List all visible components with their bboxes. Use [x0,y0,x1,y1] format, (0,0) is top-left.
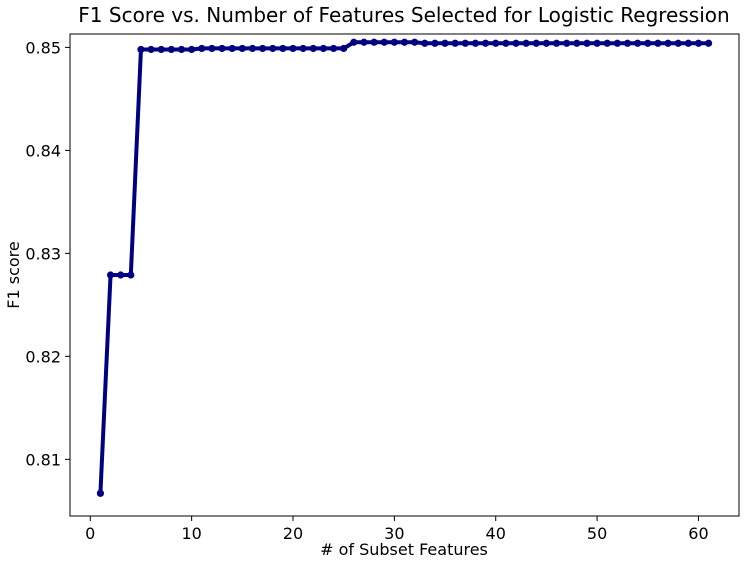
data-point [704,39,713,47]
data-point [370,38,378,46]
data-point [279,44,287,53]
x-tick-label: 60 [688,524,708,543]
y-tick-label: 0.81 [25,450,61,469]
data-point [502,39,510,47]
data-point [583,39,591,47]
data-point [390,38,398,46]
data-point [603,39,611,47]
data-point [329,44,338,53]
x-tick-label: 50 [587,524,607,543]
x-axis-label: # of Subset Features [320,540,488,559]
data-point [319,44,328,53]
data-point [471,39,480,47]
data-point [654,39,662,47]
data-point [512,39,520,47]
data-point [400,38,409,46]
data-point [411,38,419,46]
data-point [208,44,216,53]
data-point [613,39,621,47]
series-group [96,38,713,497]
data-point [421,39,429,47]
data-point [441,39,449,47]
data-point [157,45,165,54]
data-point [299,44,307,53]
series-line [98,40,709,494]
data-point [269,44,277,53]
data-point [664,39,672,47]
data-point [360,38,368,46]
data-point [289,44,297,53]
data-point [238,44,246,53]
data-point [198,44,206,53]
data-point [228,44,236,53]
x-tick-label: 20 [283,524,303,543]
data-point [177,45,186,54]
x-axis: 0 10 20 30 40 50 60 [85,516,709,543]
data-point [451,39,459,47]
data-point [623,39,632,47]
data-point [147,45,155,54]
x-tick-label: 0 [85,524,95,543]
chart-title: F1 Score vs. Number of Features Selected… [78,3,729,27]
data-point [684,39,692,47]
data-point [380,38,388,46]
data-point [552,39,561,47]
y-axis-label: F1 score [4,241,23,308]
data-point [218,44,226,53]
plot-area-frame [69,33,740,517]
y-tick-label: 0.82 [25,347,61,366]
data-point [137,45,145,54]
y-tick-label: 0.83 [25,244,61,263]
data-point [127,271,135,279]
data-point [492,39,500,47]
data-point [248,44,257,53]
x-tick-label: 40 [486,524,506,543]
data-point [634,39,642,47]
data-point [694,39,703,47]
data-point [563,39,571,47]
data-point [350,38,358,46]
x-tick-label: 30 [384,524,404,543]
data-point [96,489,105,497]
data-point [340,44,348,53]
data-point [542,39,551,47]
data-point [573,39,581,47]
data-point [258,44,267,53]
data-point [593,39,601,47]
data-point [106,271,115,279]
y-tick-label: 0.84 [25,141,61,160]
data-point [522,39,530,47]
data-point [644,39,652,47]
data-point [167,45,175,54]
data-point [674,39,682,47]
data-point [117,271,125,279]
data-point [431,39,439,47]
data-point [188,45,196,54]
data-point [461,39,469,47]
data-point [481,39,490,47]
data-point [532,39,540,47]
data-point [309,44,317,53]
y-tick-label: 0.85 [25,38,61,57]
y-axis: 0.81 0.82 0.83 0.84 0.85 [25,38,70,469]
x-tick-label: 10 [181,524,201,543]
